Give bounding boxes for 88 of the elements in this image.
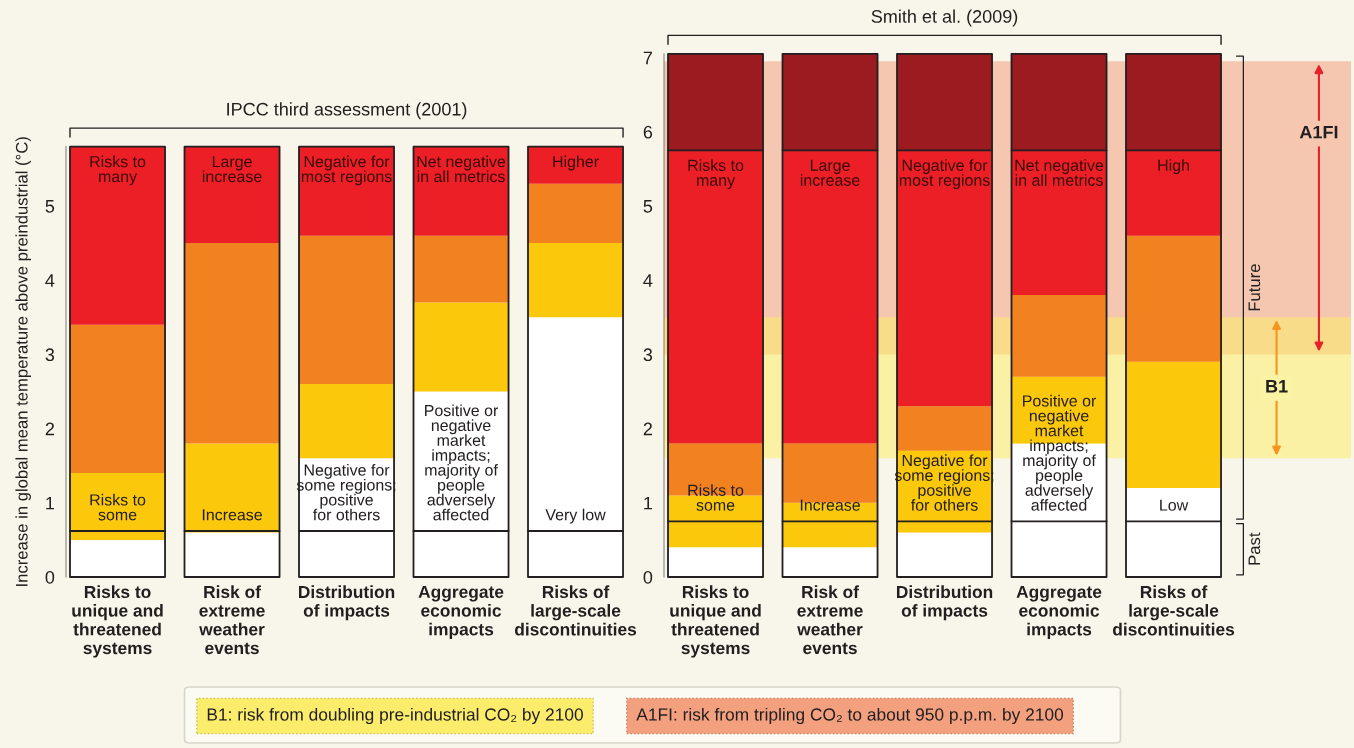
bar xyxy=(897,406,993,451)
bar xyxy=(184,243,280,444)
bar xyxy=(70,539,166,577)
bar xyxy=(413,235,509,303)
bar xyxy=(668,547,764,577)
bar xyxy=(1011,150,1107,296)
x-tick-label: Risks to unique and threatened systems xyxy=(72,585,163,658)
bar xyxy=(528,183,624,244)
text: Future xyxy=(1248,264,1261,311)
y-tick-label: 5 xyxy=(643,200,653,213)
bar xyxy=(299,146,395,236)
x-tick-label: Aggregate economic impacts xyxy=(1016,585,1102,639)
bar xyxy=(668,53,764,151)
y-tick-label: 4 xyxy=(45,274,55,287)
annotation: Risks to many xyxy=(688,159,744,190)
x-tick-label: Distribution of impacts xyxy=(298,585,395,621)
bar xyxy=(1126,53,1222,151)
y-tick-label: 1 xyxy=(644,496,653,510)
bar xyxy=(782,547,878,577)
bar xyxy=(1126,150,1222,236)
y-tick-label: 6 xyxy=(643,125,653,139)
bar xyxy=(184,443,280,533)
y-axis-title: Increase in global mean temperature above preindustrial (°C) xyxy=(15,137,31,586)
y-tick-label: 5 xyxy=(45,200,55,213)
bar xyxy=(1011,295,1107,377)
annotation: High xyxy=(1158,159,1189,175)
bar xyxy=(413,146,509,236)
bar xyxy=(413,302,509,392)
text: A1FI: risk from tripling CO₂ to about 950 p.p.m. by 2100 xyxy=(636,707,1064,725)
annotation: Risks to many xyxy=(90,155,146,186)
annotation: Net negative in all metrics xyxy=(417,155,506,183)
x-tick-label: Risks to unique and threatened systems xyxy=(670,585,761,658)
y-tick-label: 2 xyxy=(643,422,652,436)
annotation: Positive or negative market impacts; majority of people adversely affected xyxy=(425,404,499,521)
x-tick-label: Risks of large-scale discontinuities xyxy=(514,585,637,636)
bar xyxy=(1126,361,1222,488)
annotation: Higher xyxy=(553,155,599,171)
bar xyxy=(70,324,166,474)
bar xyxy=(668,495,764,548)
y-tick-label: 0 xyxy=(45,570,55,584)
band-label: A1FI xyxy=(1299,125,1338,139)
annotation: Net negative in all metrics xyxy=(1015,159,1104,186)
band-label: B1 xyxy=(1266,380,1288,393)
x-tick-label: Risk of extreme weather events xyxy=(797,585,863,655)
annotation: Large increase xyxy=(202,156,262,183)
y-tick-label: 3 xyxy=(643,348,653,362)
bar xyxy=(668,150,764,444)
bar xyxy=(184,146,280,244)
chart-title: IPCC third assessment (2001) xyxy=(227,102,467,120)
annotation: Negative for most regions xyxy=(899,159,990,190)
chart-title: Smith et al. (2009) xyxy=(871,9,1018,27)
bar xyxy=(897,53,993,151)
y-tick-label: 3 xyxy=(45,348,55,362)
bar xyxy=(70,473,166,540)
bar xyxy=(782,150,878,444)
bar xyxy=(528,317,624,577)
bar xyxy=(1126,235,1222,362)
text: B1: risk from doubling pre-industrial CO₂ by 2100 xyxy=(207,707,583,725)
y-tick-label: 1 xyxy=(46,496,55,510)
x-tick-label: Aggregate economic impacts xyxy=(418,585,504,639)
y-tick-label: 7 xyxy=(643,51,652,65)
bar xyxy=(528,146,624,184)
bar xyxy=(668,443,764,496)
annotation: Risks to some xyxy=(688,484,744,511)
annotation: Increase xyxy=(800,499,860,511)
bar xyxy=(299,384,395,459)
x-tick-label: Risk of extreme weather events xyxy=(199,585,265,655)
x-tick-label: Distribution of impacts xyxy=(896,585,993,621)
annotation: Large increase xyxy=(800,159,860,186)
x-tick-label: Risks of large-scale discontinuities xyxy=(1112,585,1235,636)
annotation: Risks to some xyxy=(90,493,146,521)
annotation: Very low xyxy=(545,508,606,524)
bar xyxy=(528,243,624,318)
bar xyxy=(1126,487,1222,577)
y-tick-label: 2 xyxy=(45,422,54,436)
bar xyxy=(897,532,993,577)
y-tick-label: 4 xyxy=(643,274,653,287)
annotation: Negative for most regions xyxy=(301,155,392,186)
text: Past xyxy=(1248,532,1261,565)
bar xyxy=(184,532,280,577)
annotation: Low xyxy=(1160,499,1189,511)
bar xyxy=(897,150,993,407)
bar xyxy=(1011,53,1107,151)
annotation: Increase xyxy=(202,509,262,521)
bar xyxy=(299,235,395,385)
bar xyxy=(782,53,878,151)
y-tick-label: 0 xyxy=(643,570,653,584)
bar xyxy=(70,146,166,325)
